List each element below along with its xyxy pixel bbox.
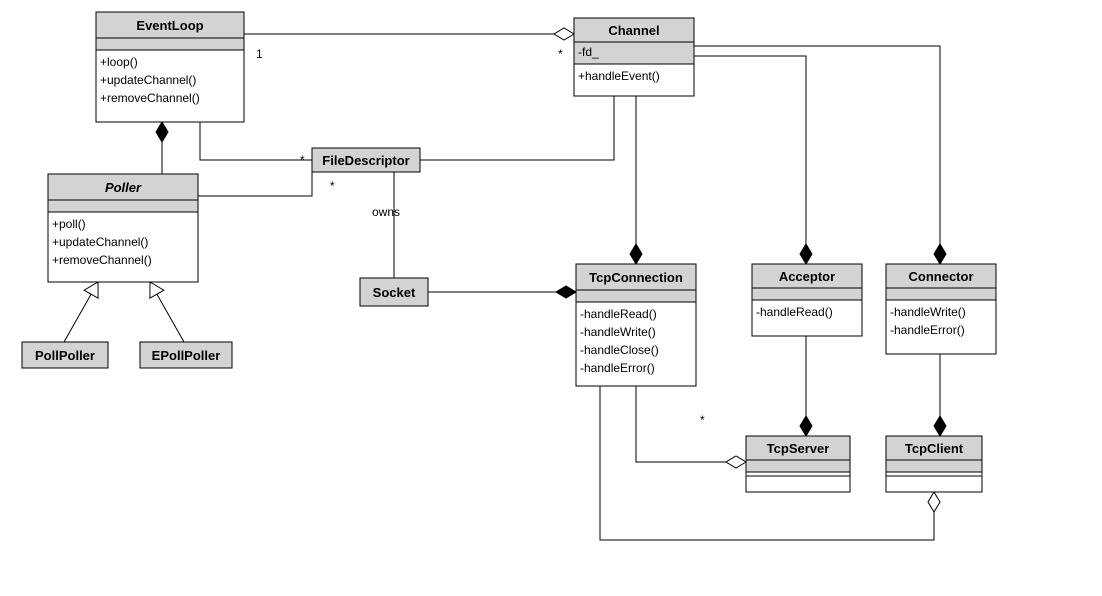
svg-text:EPollPoller: EPollPoller <box>152 348 221 363</box>
svg-text:-handleWrite(): -handleWrite() <box>580 325 656 339</box>
svg-text:-handleRead(): -handleRead() <box>756 305 833 319</box>
svg-text:TcpClient: TcpClient <box>905 441 964 456</box>
svg-text:PollPoller: PollPoller <box>35 348 95 363</box>
svg-text:+poll(): +poll() <box>52 217 86 231</box>
svg-text:Socket: Socket <box>373 285 416 300</box>
svg-text:Acceptor: Acceptor <box>779 269 835 284</box>
svg-text:Poller: Poller <box>105 180 142 195</box>
class-pollpoller: PollPoller <box>22 342 108 368</box>
svg-text:EventLoop: EventLoop <box>136 18 203 33</box>
svg-text:+loop(): +loop() <box>100 55 138 69</box>
svg-text:*: * <box>700 413 705 427</box>
class-tcpconnection: TcpConnection -handleRead() -handleWrite()… <box>576 264 696 386</box>
class-acceptor: Acceptor -handleRead() <box>752 264 862 336</box>
svg-text:Connector: Connector <box>909 269 974 284</box>
svg-text:owns: owns <box>372 205 400 219</box>
svg-text:-fd_: -fd_ <box>578 45 599 59</box>
svg-text:+updateChannel(): +updateChannel() <box>52 235 148 249</box>
svg-text:-handleError(): -handleError() <box>890 323 965 337</box>
class-tcpserver: TcpServer <box>746 436 850 492</box>
uml-diagram: EventLoop +loop() +updateChannel() +removeC… <box>0 0 1102 596</box>
class-tcpclient: TcpClient <box>886 436 982 492</box>
class-connector: Connector -handleWrite() -handleError() <box>886 264 996 354</box>
svg-text:+removeChannel(): +removeChannel() <box>52 253 152 267</box>
svg-text:+updateChannel(): +updateChannel() <box>100 73 196 87</box>
class-channel: Channel -fd_ +handleEvent() <box>574 18 694 96</box>
svg-text:TcpServer: TcpServer <box>767 441 830 456</box>
svg-text:*: * <box>558 47 563 61</box>
svg-text:*: * <box>300 153 305 167</box>
svg-text:1: 1 <box>256 47 263 61</box>
svg-text:-handleClose(): -handleClose() <box>580 343 659 357</box>
svg-text:FileDescriptor: FileDescriptor <box>322 153 409 168</box>
svg-text:*: * <box>330 179 335 193</box>
class-eventloop: EventLoop +loop() +updateChannel() +removeC… <box>96 12 244 122</box>
svg-text:TcpConnection: TcpConnection <box>589 270 683 285</box>
svg-text:+removeChannel(): +removeChannel() <box>100 91 200 105</box>
class-epollpoller: EPollPoller <box>140 342 232 368</box>
svg-text:-handleError(): -handleError() <box>580 361 655 375</box>
class-poller: Poller +poll() +updateChannel() +removeChan… <box>48 174 198 282</box>
svg-text:+handleEvent(): +handleEvent() <box>578 69 660 83</box>
svg-text:-handleRead(): -handleRead() <box>580 307 657 321</box>
svg-text:-handleWrite(): -handleWrite() <box>890 305 966 319</box>
svg-text:Channel: Channel <box>608 23 659 38</box>
class-filedescriptor: FileDescriptor <box>312 148 420 172</box>
class-socket: Socket <box>360 278 428 306</box>
